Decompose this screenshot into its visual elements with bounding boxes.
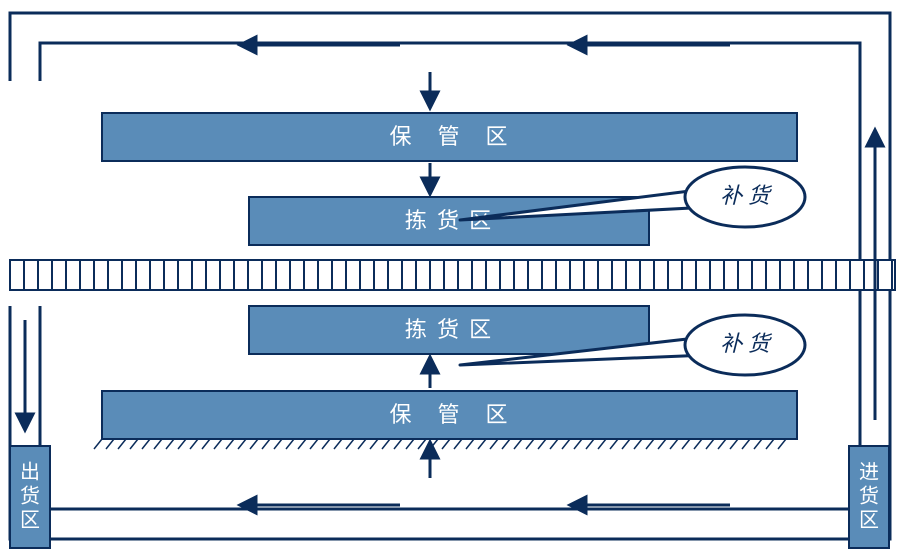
ground-hatch [130, 439, 138, 449]
ground-hatch [214, 439, 222, 449]
ground-hatch [670, 439, 678, 449]
box-label-inbound: 进 [859, 460, 879, 483]
frame-bottom-inner [40, 471, 860, 509]
box-label-outbound: 出 [20, 460, 40, 483]
ground-hatch [238, 439, 246, 449]
ground-hatch [514, 439, 522, 449]
ground-hatch [322, 439, 330, 449]
callout-label-replenish_bot: 补 货 [720, 331, 773, 356]
ground-hatch [586, 439, 594, 449]
ground-hatch [190, 439, 198, 449]
ground-hatch [778, 439, 786, 449]
box-storage_top: 保 管 区 [102, 113, 797, 161]
ground-hatch [166, 439, 174, 449]
ground-hatch [574, 439, 582, 449]
ground-hatch [718, 439, 726, 449]
ground-hatch [550, 439, 558, 449]
ground-hatch [274, 439, 282, 449]
ground-hatch [766, 439, 774, 449]
ground-hatch [394, 439, 402, 449]
conveyor-band [10, 260, 895, 290]
ground-hatch [658, 439, 666, 449]
ground-hatch [682, 439, 690, 449]
ground-hatch [406, 439, 414, 449]
callout-label-replenish_top: 补 货 [720, 183, 773, 208]
frame-top-inner [40, 43, 860, 81]
box-inbound: 进货区 [849, 446, 889, 548]
ground-hatch [490, 439, 498, 449]
ground-hatch [478, 439, 486, 449]
ground-hatch [610, 439, 618, 449]
ground-hatch [634, 439, 642, 449]
ground-hatch [562, 439, 570, 449]
ground-hatch [346, 439, 354, 449]
frame-top [10, 13, 890, 81]
ground-hatch [694, 439, 702, 449]
ground-hatch [442, 439, 450, 449]
box-storage_bot: 保 管 区 [102, 391, 797, 439]
ground-hatch [742, 439, 750, 449]
ground-hatch [106, 439, 114, 449]
ground-hatch [94, 439, 102, 449]
ground-hatch [706, 439, 714, 449]
box-label-storage_top: 保 管 区 [389, 124, 509, 149]
box-label-outbound: 区 [20, 509, 40, 531]
frame-bottom [10, 471, 890, 539]
ground-hatch [646, 439, 654, 449]
ground-hatch [538, 439, 546, 449]
ground-hatch [286, 439, 294, 449]
ground-hatch [622, 439, 630, 449]
warehouse-flow-diagram: 保 管 区拣 货 区拣 货 区保 管 区出货区进货区补 货补 货 [0, 0, 903, 553]
box-label-picking_bot: 拣 货 区 [405, 317, 493, 342]
box-label-inbound: 区 [859, 509, 879, 531]
ground-hatch [730, 439, 738, 449]
ground-hatch [382, 439, 390, 449]
ground-hatch [118, 439, 126, 449]
ground-hatch [226, 439, 234, 449]
ground-hatch [178, 439, 186, 449]
ground-hatch [370, 439, 378, 449]
ground-hatch [202, 439, 210, 449]
ground-hatch [418, 439, 426, 449]
ground-hatch [754, 439, 762, 449]
ground-hatch [502, 439, 510, 449]
ground-hatch [142, 439, 150, 449]
ground-hatch [154, 439, 162, 449]
box-label-storage_bot: 保 管 区 [389, 402, 509, 427]
ground-hatch [250, 439, 258, 449]
ground-hatch [598, 439, 606, 449]
box-label-inbound: 货 [859, 484, 879, 507]
ground-hatch [298, 439, 306, 449]
ground-hatch [526, 439, 534, 449]
ground-hatch [262, 439, 270, 449]
ground-hatch [334, 439, 342, 449]
ground-hatch [466, 439, 474, 449]
ground-hatch [454, 439, 462, 449]
box-picking_bot: 拣 货 区 [249, 306, 649, 354]
ground-hatch [358, 439, 366, 449]
box-label-outbound: 货 [20, 484, 40, 507]
ground-hatch [310, 439, 318, 449]
box-outbound: 出货区 [10, 446, 50, 548]
